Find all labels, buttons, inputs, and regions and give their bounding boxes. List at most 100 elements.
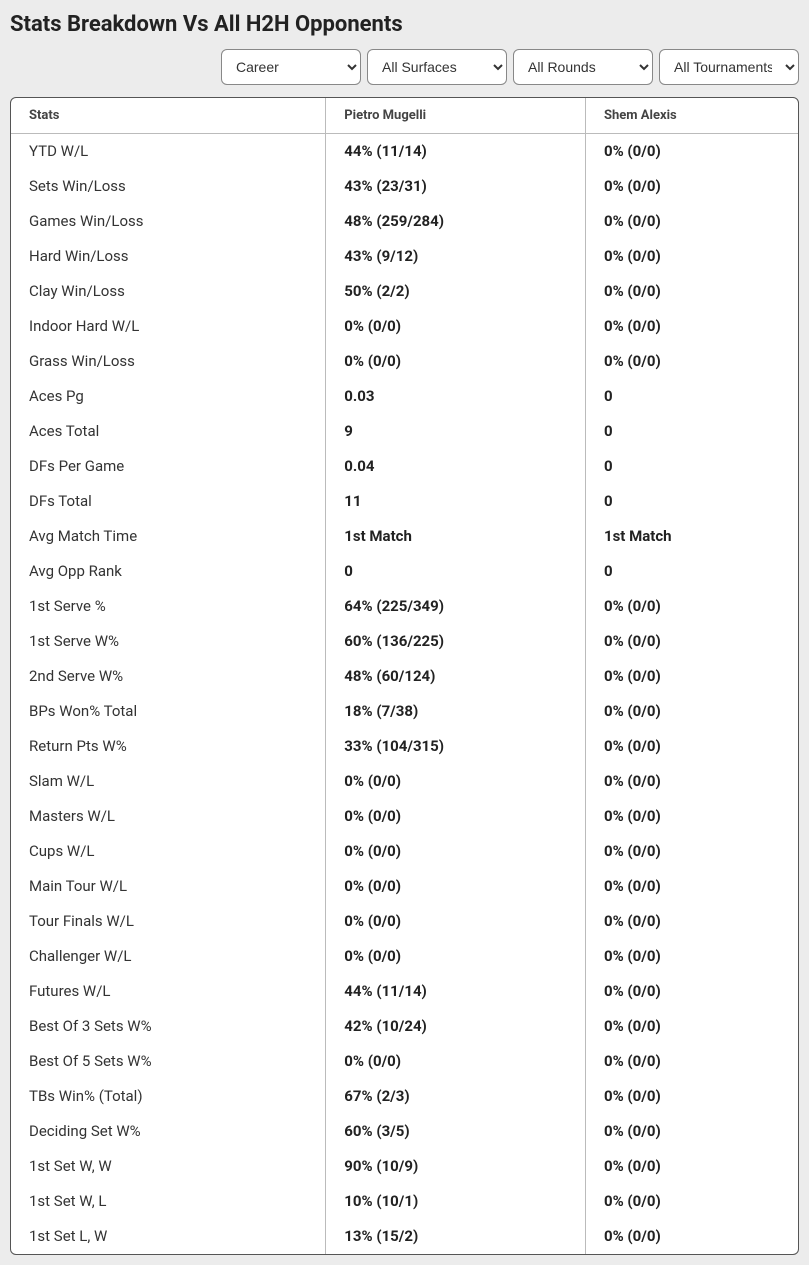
stat-label: Masters W/L bbox=[11, 799, 326, 834]
table-row: 1st Serve W%60% (136/225)0% (0/0) bbox=[11, 624, 798, 659]
table-row: Tour Finals W/L0% (0/0)0% (0/0) bbox=[11, 904, 798, 939]
player2-value: 0% (0/0) bbox=[586, 589, 799, 624]
stat-label: 1st Set W, L bbox=[11, 1184, 326, 1219]
player1-value: 33% (104/315) bbox=[326, 729, 586, 764]
stat-label: 2nd Serve W% bbox=[11, 659, 326, 694]
stat-label: Hard Win/Loss bbox=[11, 239, 326, 274]
player1-value: 64% (225/349) bbox=[326, 589, 586, 624]
stat-label: 1st Serve % bbox=[11, 589, 326, 624]
table-row: Cups W/L0% (0/0)0% (0/0) bbox=[11, 834, 798, 869]
stat-label: Deciding Set W% bbox=[11, 1114, 326, 1149]
table-row: Grass Win/Loss0% (0/0)0% (0/0) bbox=[11, 344, 798, 379]
table-row: DFs Per Game0.040 bbox=[11, 449, 798, 484]
player1-value: 0% (0/0) bbox=[326, 939, 586, 974]
player2-value: 0% (0/0) bbox=[586, 1009, 799, 1044]
table-row: Hard Win/Loss43% (9/12)0% (0/0) bbox=[11, 239, 798, 274]
player2-value: 0% (0/0) bbox=[586, 869, 799, 904]
player2-value: 0 bbox=[586, 484, 799, 519]
table-row: 1st Set W, W90% (10/9)0% (0/0) bbox=[11, 1149, 798, 1184]
table-row: 2nd Serve W%48% (60/124)0% (0/0) bbox=[11, 659, 798, 694]
stat-label: Return Pts W% bbox=[11, 729, 326, 764]
player1-value: 44% (11/14) bbox=[326, 974, 586, 1009]
player1-value: 10% (10/1) bbox=[326, 1184, 586, 1219]
header-player1: Pietro Mugelli bbox=[326, 98, 586, 134]
stat-label: DFs Per Game bbox=[11, 449, 326, 484]
table-row: Avg Opp Rank00 bbox=[11, 554, 798, 589]
player2-value: 0% (0/0) bbox=[586, 1079, 799, 1114]
player2-value: 0% (0/0) bbox=[586, 1149, 799, 1184]
stat-label: Best Of 5 Sets W% bbox=[11, 1044, 326, 1079]
stat-label: Aces Total bbox=[11, 414, 326, 449]
rounds-select[interactable]: All Rounds bbox=[513, 49, 653, 85]
tournaments-select[interactable]: All Tournaments bbox=[659, 49, 799, 85]
player2-value: 0% (0/0) bbox=[586, 1184, 799, 1219]
player1-value: 0.03 bbox=[326, 379, 586, 414]
table-row: Return Pts W%33% (104/315)0% (0/0) bbox=[11, 729, 798, 764]
player2-value: 0% (0/0) bbox=[586, 834, 799, 869]
table-row: Masters W/L0% (0/0)0% (0/0) bbox=[11, 799, 798, 834]
stat-label: BPs Won% Total bbox=[11, 694, 326, 729]
player1-value: 43% (23/31) bbox=[326, 169, 586, 204]
header-player2: Shem Alexis bbox=[586, 98, 799, 134]
player2-value: 0 bbox=[586, 379, 799, 414]
table-row: Games Win/Loss48% (259/284)0% (0/0) bbox=[11, 204, 798, 239]
player2-value: 0% (0/0) bbox=[586, 659, 799, 694]
stat-label: 1st Serve W% bbox=[11, 624, 326, 659]
stat-label: Futures W/L bbox=[11, 974, 326, 1009]
stats-table: Stats Pietro Mugelli Shem Alexis YTD W/L… bbox=[11, 98, 798, 1254]
table-row: Best Of 3 Sets W%42% (10/24)0% (0/0) bbox=[11, 1009, 798, 1044]
stat-label: TBs Win% (Total) bbox=[11, 1079, 326, 1114]
player1-value: 0.04 bbox=[326, 449, 586, 484]
player1-value: 11 bbox=[326, 484, 586, 519]
table-row: Slam W/L0% (0/0)0% (0/0) bbox=[11, 764, 798, 799]
table-row: Aces Total90 bbox=[11, 414, 798, 449]
stat-label: Slam W/L bbox=[11, 764, 326, 799]
player1-value: 0% (0/0) bbox=[326, 309, 586, 344]
stat-label: Sets Win/Loss bbox=[11, 169, 326, 204]
table-header-row: Stats Pietro Mugelli Shem Alexis bbox=[11, 98, 798, 134]
player1-value: 50% (2/2) bbox=[326, 274, 586, 309]
stat-label: Grass Win/Loss bbox=[11, 344, 326, 379]
player1-value: 48% (60/124) bbox=[326, 659, 586, 694]
header-stats: Stats bbox=[11, 98, 326, 134]
surface-select[interactable]: All Surfaces bbox=[367, 49, 507, 85]
table-row: Deciding Set W%60% (3/5)0% (0/0) bbox=[11, 1114, 798, 1149]
stat-label: Aces Pg bbox=[11, 379, 326, 414]
player1-value: 60% (3/5) bbox=[326, 1114, 586, 1149]
player2-value: 0 bbox=[586, 414, 799, 449]
table-row: Futures W/L44% (11/14)0% (0/0) bbox=[11, 974, 798, 1009]
player2-value: 0% (0/0) bbox=[586, 799, 799, 834]
table-row: Avg Match Time1st Match1st Match bbox=[11, 519, 798, 554]
stat-label: Avg Match Time bbox=[11, 519, 326, 554]
stat-label: DFs Total bbox=[11, 484, 326, 519]
period-select[interactable]: Career bbox=[221, 49, 361, 85]
player2-value: 0% (0/0) bbox=[586, 344, 799, 379]
player2-value: 0% (0/0) bbox=[586, 624, 799, 659]
player1-value: 0% (0/0) bbox=[326, 904, 586, 939]
player2-value: 0% (0/0) bbox=[586, 239, 799, 274]
player2-value: 0% (0/0) bbox=[586, 904, 799, 939]
player1-value: 0% (0/0) bbox=[326, 764, 586, 799]
player2-value: 0% (0/0) bbox=[586, 1219, 799, 1254]
table-row: YTD W/L44% (11/14)0% (0/0) bbox=[11, 134, 798, 169]
stat-label: Games Win/Loss bbox=[11, 204, 326, 239]
table-row: 1st Serve %64% (225/349)0% (0/0) bbox=[11, 589, 798, 624]
stat-label: Best Of 3 Sets W% bbox=[11, 1009, 326, 1044]
stat-label: 1st Set W, W bbox=[11, 1149, 326, 1184]
table-row: BPs Won% Total18% (7/38)0% (0/0) bbox=[11, 694, 798, 729]
player2-value: 0% (0/0) bbox=[586, 134, 799, 169]
player1-value: 0% (0/0) bbox=[326, 799, 586, 834]
player1-value: 0% (0/0) bbox=[326, 834, 586, 869]
stat-label: Main Tour W/L bbox=[11, 869, 326, 904]
player2-value: 0 bbox=[586, 554, 799, 589]
stat-label: Challenger W/L bbox=[11, 939, 326, 974]
table-row: Best Of 5 Sets W%0% (0/0)0% (0/0) bbox=[11, 1044, 798, 1079]
player1-value: 48% (259/284) bbox=[326, 204, 586, 239]
stat-label: Avg Opp Rank bbox=[11, 554, 326, 589]
stat-label: YTD W/L bbox=[11, 134, 326, 169]
stat-label: Clay Win/Loss bbox=[11, 274, 326, 309]
stats-table-container: Stats Pietro Mugelli Shem Alexis YTD W/L… bbox=[10, 97, 799, 1255]
player1-value: 90% (10/9) bbox=[326, 1149, 586, 1184]
player2-value: 0% (0/0) bbox=[586, 274, 799, 309]
player1-value: 0 bbox=[326, 554, 586, 589]
